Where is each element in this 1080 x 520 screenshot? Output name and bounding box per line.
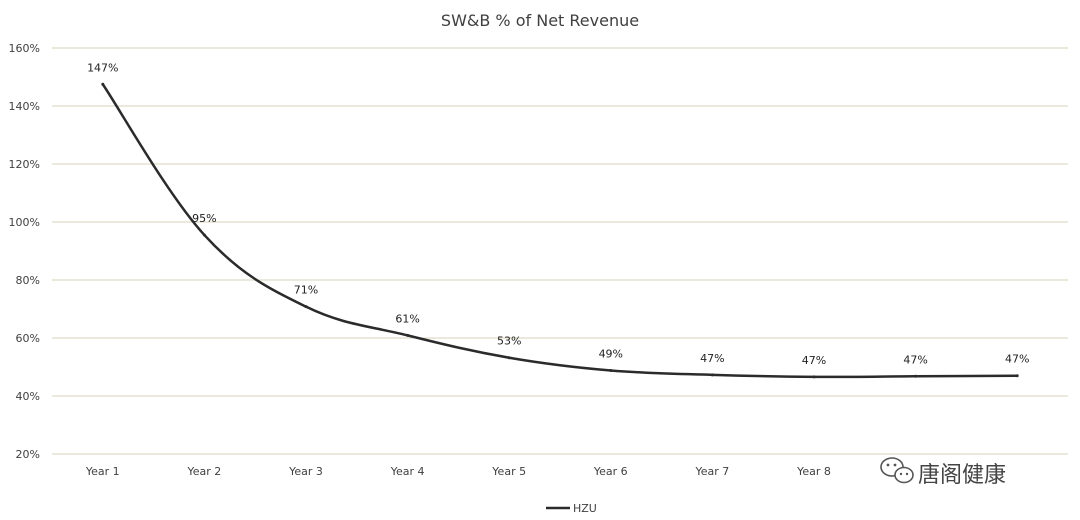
- y-tick-label: 60%: [16, 332, 40, 345]
- chart-title: SW&B % of Net Revenue: [441, 11, 639, 30]
- data-label: 47%: [1005, 353, 1029, 366]
- data-point: [914, 374, 918, 378]
- x-tick-label: Year 8: [796, 465, 831, 478]
- data-point: [710, 373, 714, 377]
- data-label: 147%: [87, 61, 118, 74]
- y-axis-tick-labels: 20% 40% 60% 80% 100% 120% 140% 160%: [9, 42, 40, 461]
- watermark-text: 唐阁健康: [918, 463, 1006, 488]
- data-label: 47%: [802, 354, 826, 367]
- data-point: [812, 375, 816, 379]
- data-label: 47%: [903, 353, 927, 366]
- y-tick-label: 20%: [16, 448, 40, 461]
- data-point: [406, 333, 410, 337]
- legend: HZU: [546, 502, 597, 515]
- data-point: [202, 233, 206, 237]
- legend-label-hzu: HZU: [573, 502, 597, 515]
- data-label: 53%: [497, 335, 521, 348]
- wechat-icon: [880, 457, 914, 484]
- y-tick-label: 40%: [16, 390, 40, 403]
- series-lines: [101, 82, 1019, 379]
- x-tick-label: Year 6: [593, 465, 628, 478]
- gridlines: [52, 47, 1068, 455]
- data-label: 71%: [294, 284, 318, 297]
- x-tick-label: Year 1: [85, 465, 120, 478]
- y-tick-label: 140%: [9, 100, 40, 113]
- y-tick-label: 120%: [9, 158, 40, 171]
- data-point: [507, 356, 511, 360]
- watermark: 唐阁健康: [880, 457, 1006, 488]
- series-line-hzu: [101, 83, 1019, 379]
- x-tick-label: Year 7: [695, 465, 730, 478]
- y-tick-label: 160%: [9, 42, 40, 55]
- x-tick-label: Year 5: [491, 465, 526, 478]
- x-tick-label: Year 3: [288, 465, 323, 478]
- data-point: [304, 305, 308, 309]
- data-label: 95%: [192, 212, 216, 225]
- x-tick-label: Year 2: [187, 465, 222, 478]
- data-label: 49%: [599, 347, 623, 360]
- data-label: 61%: [395, 312, 419, 325]
- data-point: [609, 368, 613, 372]
- data-label: 47%: [700, 352, 724, 365]
- data-labels: 147% 95% 71% 61% 53% 49% 47% 47% 47% 47%: [87, 61, 1029, 367]
- data-point: [101, 82, 105, 86]
- x-axis-tick-labels: Year 1 Year 2 Year 3 Year 4 Year 5 Year 6 Year…: [85, 465, 831, 478]
- y-tick-label: 80%: [16, 274, 40, 287]
- data-point: [1015, 374, 1019, 378]
- x-tick-label: Year 4: [390, 465, 425, 478]
- y-tick-label: 100%: [9, 216, 40, 229]
